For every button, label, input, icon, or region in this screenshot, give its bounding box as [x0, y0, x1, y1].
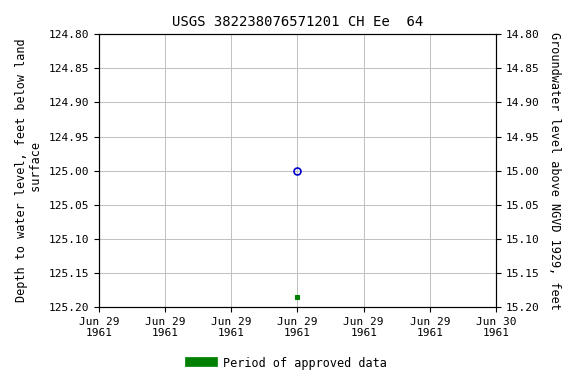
Title: USGS 382238076571201 CH Ee  64: USGS 382238076571201 CH Ee 64	[172, 15, 423, 29]
Legend: Period of approved data: Period of approved data	[185, 352, 391, 374]
Y-axis label: Depth to water level, feet below land
 surface: Depth to water level, feet below land su…	[15, 39, 43, 303]
Y-axis label: Groundwater level above NGVD 1929, feet: Groundwater level above NGVD 1929, feet	[548, 32, 561, 310]
